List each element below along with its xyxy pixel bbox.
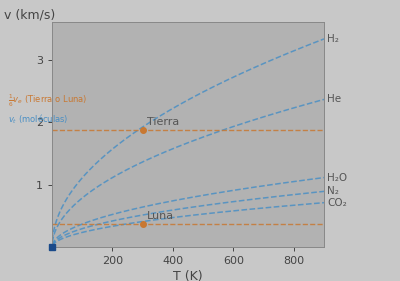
Text: v (km/s): v (km/s) [4, 8, 55, 21]
Text: Tierra: Tierra [147, 117, 180, 127]
Text: H₂: H₂ [327, 34, 339, 44]
Text: N₂: N₂ [327, 186, 339, 196]
Text: $\frac{1}{6}$$v_e$ (Tierra o Luna): $\frac{1}{6}$$v_e$ (Tierra o Luna) [8, 93, 88, 109]
Text: CO₂: CO₂ [327, 198, 347, 208]
X-axis label: T (K): T (K) [173, 271, 203, 281]
Text: He: He [327, 94, 341, 105]
Text: $v_t$ (moléculas): $v_t$ (moléculas) [8, 112, 68, 126]
Text: Luna: Luna [147, 211, 174, 221]
Text: H₂O: H₂O [327, 173, 347, 183]
